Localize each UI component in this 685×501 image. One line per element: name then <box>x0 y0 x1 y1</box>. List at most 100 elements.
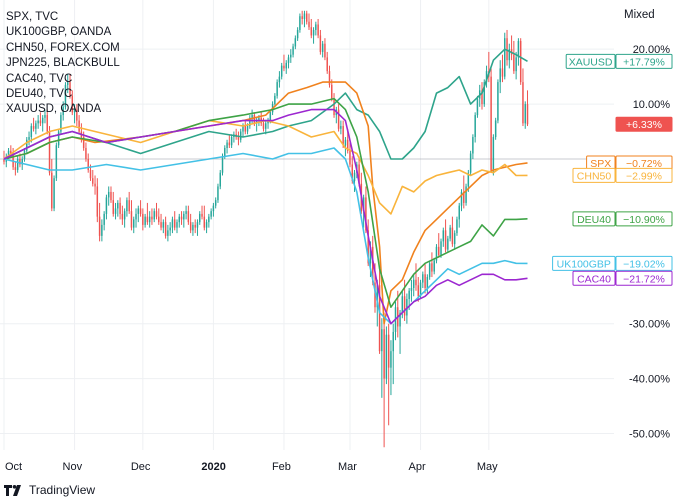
candle <box>447 235 449 253</box>
legend-item-deu40[interactable]: DEU40, TVC <box>6 88 73 101</box>
candle <box>35 120 37 135</box>
candle-body <box>497 82 499 121</box>
candle-body <box>112 200 114 214</box>
candle-body <box>438 246 440 256</box>
candle-body <box>228 142 231 146</box>
legend-item-xauusd[interactable]: XAUUSD, OANDA <box>6 103 102 116</box>
candle <box>66 73 69 94</box>
candle-body <box>253 115 256 124</box>
candle-body <box>305 13 308 22</box>
candle <box>178 213 181 228</box>
candle-body <box>32 126 35 129</box>
value-text: −10.90% <box>623 214 665 226</box>
candle <box>199 211 201 225</box>
candle-body <box>208 216 210 223</box>
candle-body <box>46 115 48 132</box>
candle-body <box>73 109 76 113</box>
tradingview-brand[interactable]: TradingView <box>4 483 95 497</box>
candle-body <box>460 191 463 206</box>
candle <box>16 156 19 173</box>
candle <box>233 131 235 143</box>
candle <box>162 219 165 234</box>
candle <box>210 208 212 220</box>
candle-body <box>349 150 351 165</box>
candle-body <box>283 65 285 69</box>
candle <box>226 139 228 154</box>
candle-body <box>251 115 253 118</box>
candle-body <box>128 200 130 212</box>
candle-body <box>55 145 58 179</box>
legend-item-jpn225[interactable]: JPN225, BLACKBULL <box>6 57 120 70</box>
candle-body <box>374 282 376 308</box>
candle-body <box>483 82 486 105</box>
candle-body <box>187 211 190 223</box>
candle-body <box>192 224 194 231</box>
candle-body <box>506 38 508 61</box>
candle-body <box>173 219 176 228</box>
candle-body <box>415 279 417 286</box>
candle-body <box>337 109 340 129</box>
y-tick-label: -40.00% <box>629 374 670 386</box>
candle-body <box>326 57 328 72</box>
candle-body <box>176 222 178 228</box>
candle-body <box>196 222 199 228</box>
candle <box>137 205 140 223</box>
candle-body <box>517 40 520 58</box>
ticker-text: SPX <box>590 158 611 170</box>
candle-body <box>494 120 497 138</box>
candle-body <box>78 120 80 132</box>
x-axis: Oct Nov Dec 2020 Feb Mar Apr May <box>5 461 498 473</box>
candle <box>260 112 262 127</box>
candle <box>180 211 183 225</box>
legend-item-uk100gbp[interactable]: UK100GBP, OANDA <box>6 26 112 39</box>
candle-body <box>137 208 140 214</box>
last-value-xauusd: +17.79% XAUUSD <box>565 53 673 69</box>
candle <box>176 219 178 234</box>
candle <box>340 120 342 135</box>
candle <box>274 93 276 107</box>
candle-body <box>469 153 472 173</box>
candle-body <box>212 205 215 212</box>
candle <box>173 211 176 231</box>
candle <box>76 104 78 127</box>
candle-body <box>467 172 470 187</box>
candle-body <box>210 211 212 217</box>
candle-body <box>422 274 424 283</box>
scale-mode-label[interactable]: Mixed <box>624 9 655 21</box>
candle-body <box>30 126 33 138</box>
candle-body <box>385 334 388 379</box>
legend-item-chn50[interactable]: CHN50, FOREX.COM <box>6 41 120 54</box>
candle <box>110 186 112 203</box>
x-tick-label: Dec <box>131 461 151 473</box>
candle-body <box>333 98 335 116</box>
candle <box>469 150 472 176</box>
candle-body <box>378 285 381 352</box>
candle <box>212 202 215 217</box>
candle <box>292 43 294 58</box>
candle <box>453 230 456 250</box>
candle <box>321 40 324 58</box>
candle-body <box>117 202 119 209</box>
ticker-box <box>572 270 616 286</box>
candle-body <box>465 186 467 203</box>
candle-body <box>242 126 244 132</box>
candle-body <box>353 172 356 181</box>
candle-body <box>274 95 276 105</box>
legend-item-cac40[interactable]: CAC40, TVC <box>6 72 73 85</box>
candle-body <box>57 131 60 146</box>
candle-body <box>303 13 306 19</box>
candle <box>219 169 221 190</box>
candle-body <box>301 16 303 19</box>
candle <box>415 263 417 291</box>
candle-body <box>39 120 42 124</box>
candle-body <box>244 126 247 132</box>
ticker-text: XAUUSD <box>569 56 613 68</box>
candle-body <box>51 172 53 209</box>
candle <box>103 211 105 231</box>
candle <box>46 109 48 135</box>
candle-body <box>519 40 522 83</box>
candle <box>519 38 522 85</box>
candle-body <box>328 71 331 85</box>
legend-item-spx[interactable]: SPX, TVC <box>6 11 59 23</box>
